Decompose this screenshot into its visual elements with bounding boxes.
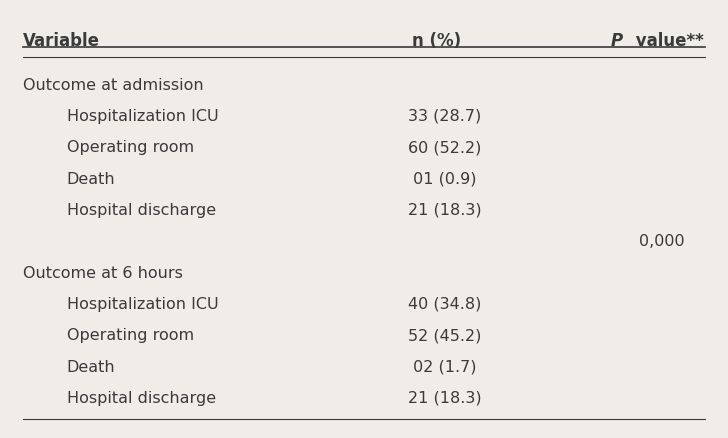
Text: 52 (45.2): 52 (45.2) (408, 328, 481, 343)
Text: 01 (0.9): 01 (0.9) (408, 172, 476, 187)
Text: value**: value** (630, 32, 704, 50)
Text: 33 (28.7): 33 (28.7) (408, 109, 480, 124)
Text: Hospitalization ICU: Hospitalization ICU (67, 109, 218, 124)
Text: P: P (611, 32, 622, 50)
Text: 0,000: 0,000 (638, 234, 684, 249)
Text: Outcome at admission: Outcome at admission (23, 78, 204, 92)
Text: Hospitalization ICU: Hospitalization ICU (67, 297, 218, 312)
Text: Death: Death (67, 360, 115, 374)
Text: Hospital discharge: Hospital discharge (67, 391, 215, 406)
Text: Death: Death (67, 172, 115, 187)
Text: Outcome at 6 hours: Outcome at 6 hours (23, 265, 183, 281)
Text: 21 (18.3): 21 (18.3) (408, 203, 481, 218)
Text: 02 (1.7): 02 (1.7) (408, 360, 476, 374)
Text: 40 (34.8): 40 (34.8) (408, 297, 481, 312)
Text: Hospital discharge: Hospital discharge (67, 203, 215, 218)
Text: Operating room: Operating room (67, 328, 194, 343)
Text: 60 (52.2): 60 (52.2) (408, 140, 481, 155)
Text: Operating room: Operating room (67, 140, 194, 155)
Text: Variable: Variable (23, 32, 100, 50)
Text: n (%): n (%) (412, 32, 461, 50)
Text: 21 (18.3): 21 (18.3) (408, 391, 481, 406)
